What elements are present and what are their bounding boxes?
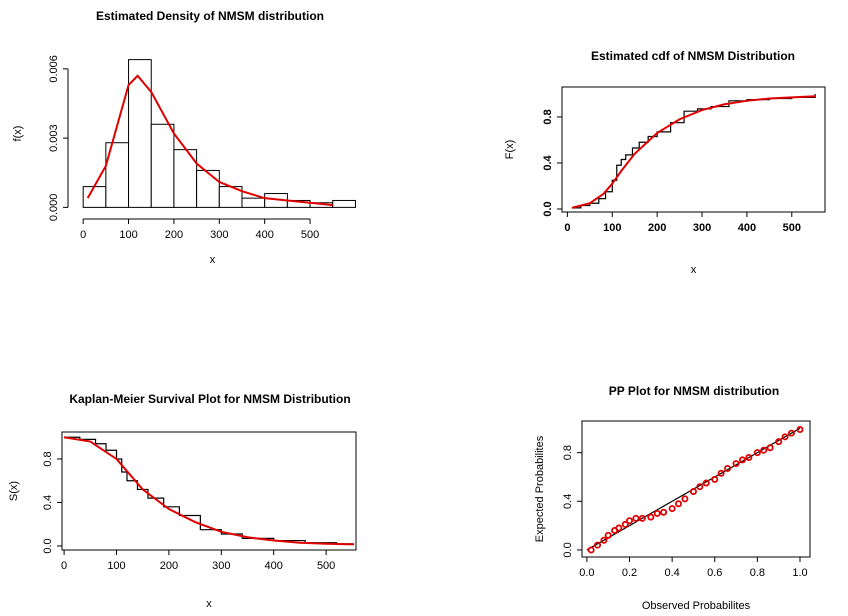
x-tick-label: 0.0 — [579, 567, 594, 579]
x-tick-label: 0.2 — [622, 567, 637, 579]
plot-box — [561, 86, 826, 213]
x-tick-label: 100 — [107, 560, 125, 572]
pp-point — [745, 453, 753, 461]
chart-title: Estimated Density of NMSM distribution — [96, 9, 324, 23]
pp-point — [638, 514, 646, 522]
pp-point — [717, 469, 725, 477]
panel: Estimated Density of NMSM distribution x f… — [12, 9, 356, 266]
y-tick-label: 0.8 — [542, 109, 554, 124]
pp-point — [787, 429, 795, 437]
x-tick-label: 1.0 — [792, 567, 807, 579]
pp-point — [621, 520, 629, 528]
x-axis-label: x — [210, 254, 216, 266]
chart-title: PP Plot for NMSM distribution — [609, 384, 779, 398]
pp-point — [668, 505, 676, 513]
pp-point — [711, 475, 719, 483]
histogram-bar — [150, 123, 175, 208]
pp-point — [760, 446, 768, 454]
x-tick-label: 200 — [165, 229, 183, 241]
x-tick-label: 500 — [317, 560, 335, 572]
y-axis-label: F(x) — [504, 140, 516, 160]
x-tick-label: 300 — [693, 222, 711, 234]
pp-point — [766, 444, 774, 452]
x-tick-label: 100 — [603, 222, 621, 234]
pp-point — [632, 514, 640, 522]
pp-point — [702, 479, 710, 487]
curve — [571, 95, 816, 209]
y-tick-label: 0.8 — [562, 445, 574, 460]
curve — [63, 436, 354, 546]
x-tick-label: 0.4 — [664, 567, 679, 579]
x-tick-label: 0 — [80, 229, 86, 241]
x-tick-label: 500 — [301, 229, 319, 241]
pp-point — [647, 513, 655, 521]
x-axis-label: Observed Probabilites — [642, 600, 751, 612]
pp-point — [796, 426, 804, 434]
pp-point — [681, 495, 689, 503]
pp-point — [781, 433, 789, 441]
x-tick-label: 200 — [160, 560, 178, 572]
x-tick-label: 0 — [61, 560, 67, 572]
panel: Estimated cdf of NMSM Distribution x F(x) 0… — [504, 49, 826, 276]
histogram-bar — [241, 197, 266, 208]
x-tick-label: 300 — [210, 229, 228, 241]
x-tick-label: 300 — [212, 560, 230, 572]
pp-point — [626, 517, 634, 525]
y-tick-label: 0.0 — [562, 542, 574, 557]
y-tick-label: 0.4 — [562, 494, 574, 509]
y-tick-label: 0.4 — [542, 154, 554, 170]
panel: Kaplan-Meier Survival Plot for NMSM Dist… — [8, 392, 357, 610]
pp-point — [689, 488, 697, 496]
histogram-bar — [196, 169, 220, 208]
chart-title: Kaplan-Meier Survival Plot for NMSM Dist… — [69, 392, 350, 406]
x-tick-label: 200 — [648, 222, 666, 234]
pp-point — [696, 483, 704, 491]
chart-title: Estimated cdf of NMSM Distribution — [591, 49, 795, 63]
x-axis-label: x — [691, 264, 697, 276]
histogram-bar — [332, 199, 356, 208]
pp-point — [738, 456, 746, 464]
x-tick-label: 100 — [119, 229, 137, 241]
pp-point — [615, 524, 623, 532]
pp-point — [675, 500, 683, 508]
curve — [86, 74, 333, 207]
y-tick-label: 0.000 — [48, 194, 60, 222]
pp-point — [660, 508, 668, 516]
x-tick-label: 400 — [265, 560, 283, 572]
pp-point — [594, 541, 602, 549]
pp-point — [753, 449, 761, 457]
y-tick-label: 0.4 — [42, 495, 54, 510]
y-tick-label: 0.8 — [42, 451, 54, 466]
histogram-bar — [82, 186, 107, 208]
x-tick-label: 0 — [564, 222, 570, 234]
y-axis-label: f(x) — [12, 126, 24, 142]
x-tick-label: 500 — [783, 222, 801, 234]
pp-point — [653, 509, 661, 517]
pp-point — [587, 546, 595, 554]
pp-point — [600, 536, 608, 544]
panel: PP Plot for NMSM distribution Observed Pr… — [534, 384, 811, 612]
y-tick-label: 0.0 — [542, 201, 554, 216]
x-axis-label: x — [206, 598, 212, 610]
y-tick-label: 0.006 — [48, 55, 60, 83]
x-tick-label: 400 — [738, 222, 756, 234]
x-tick-label: 0.6 — [707, 567, 722, 579]
x-tick-label: 0.8 — [750, 567, 765, 579]
pp-point — [604, 531, 612, 539]
y-axis-label: Expected Probabilites — [534, 435, 546, 542]
step-line — [571, 93, 816, 209]
x-tick-label: 400 — [256, 229, 274, 241]
pp-point — [775, 438, 783, 446]
pp-point — [732, 460, 740, 468]
y-axis-label: S(x) — [8, 481, 20, 501]
y-tick-label: 0.003 — [48, 124, 60, 152]
pp-point — [724, 464, 732, 472]
y-tick-label: 0.0 — [42, 538, 54, 553]
